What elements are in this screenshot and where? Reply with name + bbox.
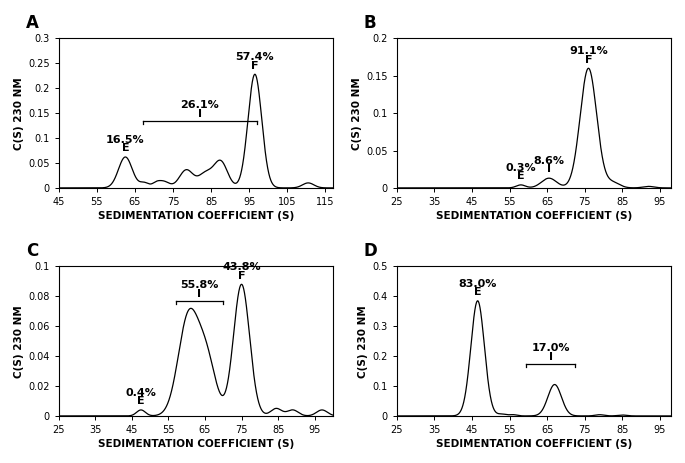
Text: E: E (137, 396, 145, 406)
Text: 83.0%: 83.0% (458, 279, 497, 289)
Text: E: E (517, 171, 525, 181)
X-axis label: SEDIMENTATION COEFFICIENT (S): SEDIMENTATION COEFFICIENT (S) (436, 211, 632, 221)
Text: F: F (585, 55, 593, 64)
Text: E: E (474, 287, 482, 297)
X-axis label: SEDIMENTATION COEFFICIENT (S): SEDIMENTATION COEFFICIENT (S) (98, 439, 294, 449)
Text: I: I (198, 109, 201, 119)
Text: F: F (238, 270, 245, 281)
Y-axis label: C(S) 230 NM: C(S) 230 NM (352, 77, 362, 150)
Text: I: I (549, 352, 553, 362)
X-axis label: SEDIMENTATION COEFFICIENT (S): SEDIMENTATION COEFFICIENT (S) (436, 439, 632, 449)
Text: A: A (26, 14, 38, 32)
Y-axis label: C(S) 230 NM: C(S) 230 NM (14, 305, 24, 377)
Text: 0.3%: 0.3% (506, 163, 536, 173)
Text: 0.4%: 0.4% (125, 388, 156, 398)
Text: B: B (364, 14, 377, 32)
X-axis label: SEDIMENTATION COEFFICIENT (S): SEDIMENTATION COEFFICIENT (S) (98, 211, 294, 221)
Text: I: I (547, 164, 551, 175)
Text: 16.5%: 16.5% (106, 135, 145, 145)
Y-axis label: C(S) 230 NM: C(S) 230 NM (358, 305, 369, 377)
Text: I: I (197, 289, 201, 299)
Y-axis label: C(S) 230 NM: C(S) 230 NM (14, 77, 24, 150)
Text: 91.1%: 91.1% (569, 46, 608, 56)
Text: D: D (364, 243, 377, 260)
Text: 55.8%: 55.8% (180, 280, 219, 290)
Text: 17.0%: 17.0% (532, 343, 570, 353)
Text: 57.4%: 57.4% (236, 52, 274, 63)
Text: 43.8%: 43.8% (222, 263, 261, 272)
Text: 26.1%: 26.1% (180, 100, 219, 110)
Text: E: E (121, 143, 129, 153)
Text: C: C (26, 243, 38, 260)
Text: 8.6%: 8.6% (534, 156, 564, 166)
Text: F: F (251, 61, 259, 70)
